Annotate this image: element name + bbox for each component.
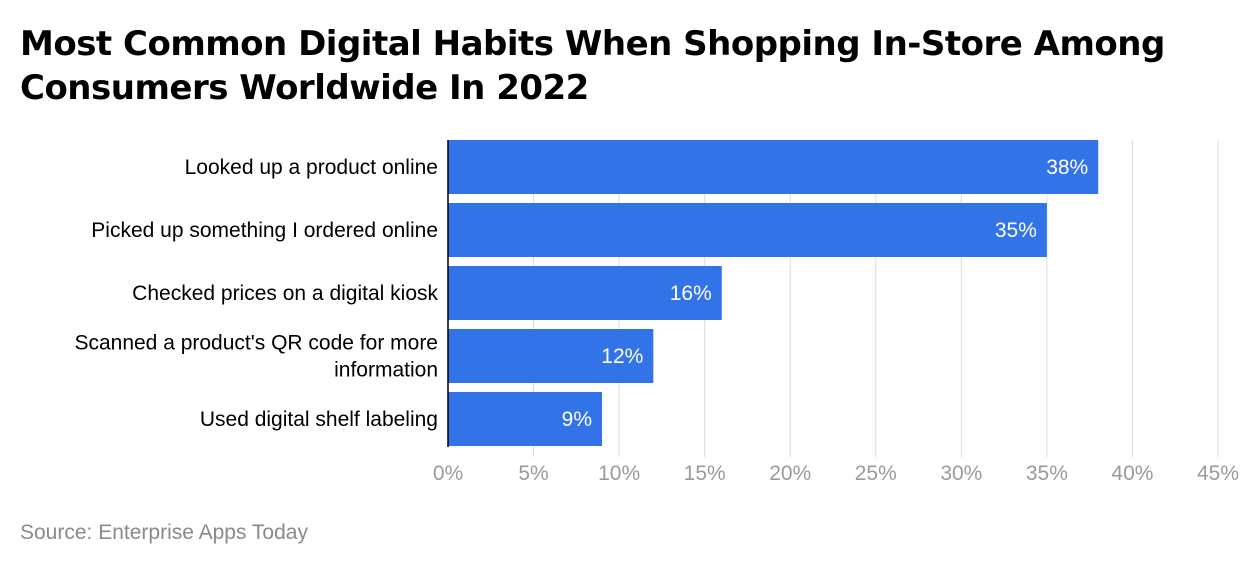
x-tick-label: 30% [940,462,982,485]
category-label: Looked up a product online [185,156,438,179]
category-label: Picked up something I ordered online [91,219,438,242]
x-tick-label: 10% [598,462,640,485]
category-labels: Looked up a product online Picked up some… [74,156,438,431]
bars: 38% 35% 16% 12% 9% [448,140,1099,446]
x-tick-label: 5% [518,462,548,485]
bar-chart: 38% 35% 16% 12% 9% Looked up a product onlin… [74,140,1239,485]
bar-value-label: 38% [1046,156,1088,179]
bar [448,329,654,383]
x-tick-label: 40% [1111,462,1153,485]
x-tick-label: 20% [769,462,811,485]
category-label: Scanned a product's QR code for more info… [74,332,438,382]
bar [448,140,1099,194]
x-tick-label: 35% [1026,462,1068,485]
bar [448,266,722,320]
bar-value-label: 35% [995,219,1037,242]
bar-value-label: 12% [601,345,643,368]
bar [448,392,602,446]
chart-title: Most Common Digital Habits When Shopping… [20,24,1165,108]
category-label: Checked prices on a digital kiosk [132,282,438,305]
bar [448,203,1047,257]
bar-value-label: 16% [670,282,712,305]
x-tick-label: 0% [433,462,463,485]
x-tick-label: 45% [1197,462,1239,485]
x-axis-ticks: 0% 5% 10% 15% 20% 25% 30% 35% 40% 45% [433,462,1239,485]
bar-value-label: 9% [562,408,592,431]
category-label: Used digital shelf labeling [200,408,438,431]
source-note: Source: Enterprise Apps Today [20,521,308,544]
x-tick-label: 25% [855,462,897,485]
x-tick-label: 15% [684,462,726,485]
